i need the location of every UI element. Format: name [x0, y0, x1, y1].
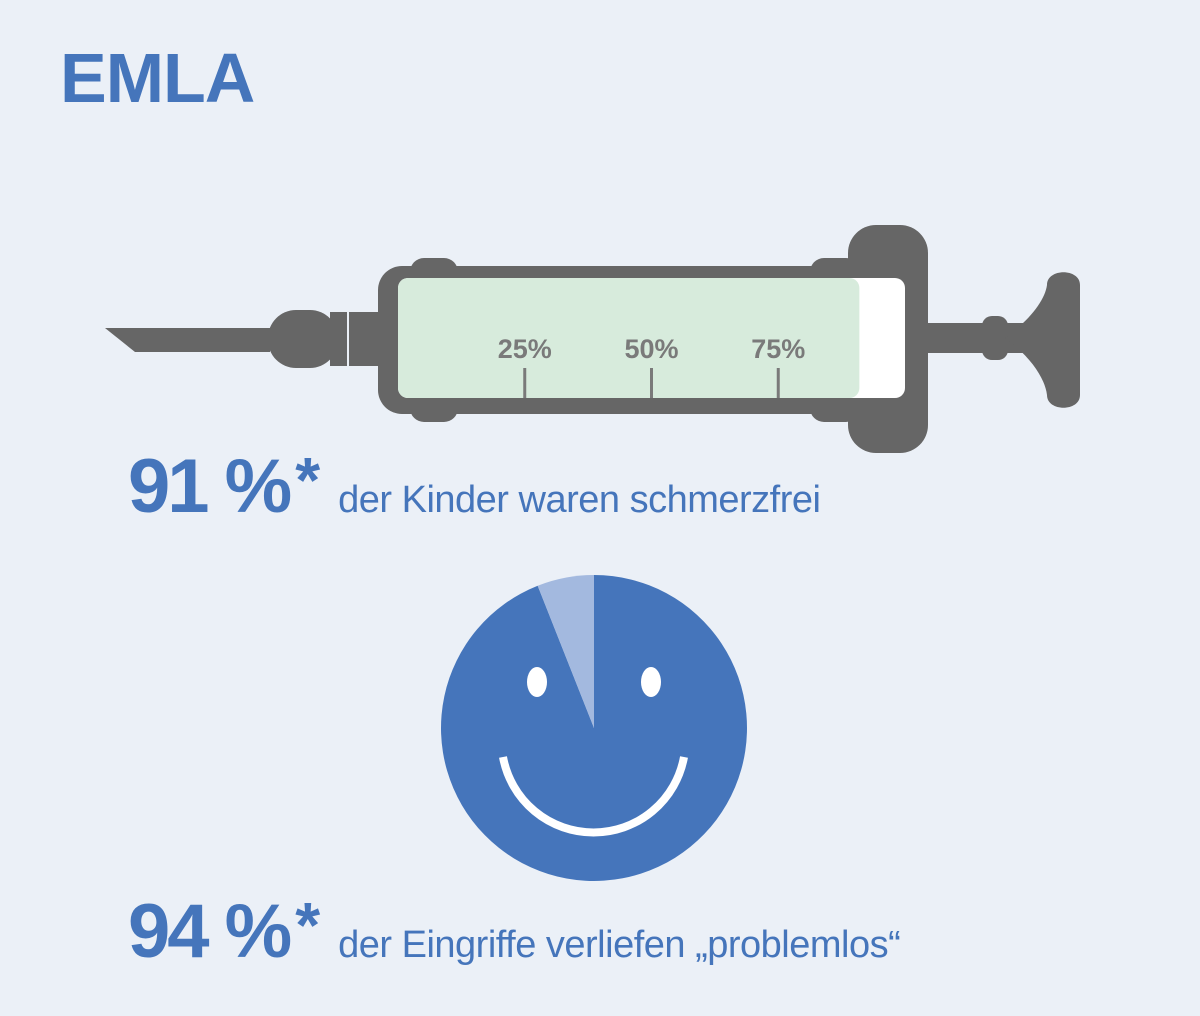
- syringe-hub: [268, 310, 338, 368]
- smiley-left-eye: [527, 667, 547, 697]
- scale-tick-label: 75%: [751, 334, 805, 364]
- syringe-plunger-knob: [982, 316, 1008, 360]
- stat-procedures: 94 %* der Eingriffe verliefen „problemlos…: [128, 888, 901, 975]
- stat-procedures-value: 94 %: [128, 889, 292, 974]
- syringe-liquid-fill: [398, 278, 860, 398]
- syringe-plunger-head: [1005, 272, 1080, 408]
- stat-painfree: 91 %* der Kinder waren schmerzfrei: [128, 443, 821, 530]
- syringe-needle: [105, 328, 270, 352]
- page-title: EMLA: [60, 39, 255, 117]
- asterisk: *: [295, 889, 321, 961]
- smiley-right-eye: [641, 667, 661, 697]
- pie-slice-remainder: [537, 575, 594, 728]
- stat-procedures-label: der Eingriffe verliefen „problemlos“: [338, 924, 901, 966]
- syringe-gauge: 25% 50% 75%: [105, 225, 1080, 453]
- scale-tick-label: 25%: [498, 334, 552, 364]
- stat-painfree-value: 91 %: [128, 444, 292, 529]
- smiley-mouth: [499, 756, 688, 837]
- asterisk: *: [295, 444, 321, 516]
- stat-painfree-label: der Kinder waren schmerzfrei: [338, 479, 821, 521]
- scale-tick-label: 50%: [624, 334, 678, 364]
